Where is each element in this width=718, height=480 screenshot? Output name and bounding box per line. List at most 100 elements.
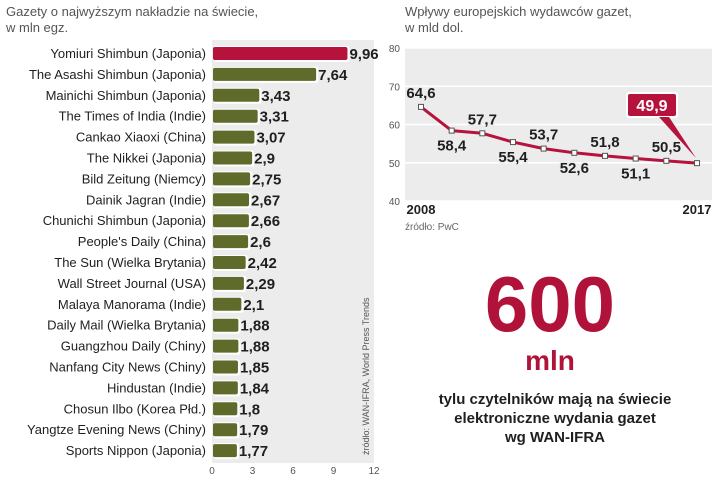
- bar-category-label: Chunichi Shimbun (Japonia): [43, 213, 206, 228]
- last-value-pointer: [659, 117, 696, 159]
- bar-category-label: The Nikkei (Japonia): [87, 151, 206, 166]
- bar: [213, 444, 237, 458]
- data-point: [602, 152, 608, 159]
- bar-category-label: Dainik Jagran (Indie): [86, 192, 206, 207]
- bar-category-label: Yangtze Evening News (Chiny): [27, 422, 206, 437]
- bar: [213, 256, 246, 269]
- caption-line-3: wg WAN-IFRA: [505, 429, 605, 446]
- bar-category-label: Sports Nippon (Japonia): [66, 443, 206, 458]
- bar: [213, 88, 260, 102]
- bar-value-label: 1,88: [240, 318, 269, 335]
- bar: [213, 214, 249, 228]
- data-point: [510, 139, 516, 146]
- line-chart-title-line: Wpływy europejskich wydawców gazet,: [405, 4, 632, 19]
- bar-value-label: 2,66: [251, 213, 280, 230]
- bar-chart-source: źródło: WAN-IFRA, World Press Trends: [361, 297, 371, 455]
- line-value-label: 52,6: [560, 160, 589, 177]
- bar-value-label: 1,8: [239, 401, 260, 418]
- line-value-label: 64,6: [406, 85, 435, 102]
- line-value-label: 50,5: [652, 139, 681, 156]
- bar-category-label: Wall Street Journal (USA): [58, 276, 206, 291]
- bar: [213, 276, 244, 290]
- line-chart-title: Wpływy europejskich wydawców gazet, w ml…: [405, 4, 705, 36]
- bar: [213, 339, 239, 353]
- bar-value-label: 3,31: [260, 109, 289, 126]
- bar-category-label: Chosun Ilbo (Korea Płd.): [64, 401, 206, 416]
- bar: [213, 381, 238, 395]
- y-tick-label: 80: [389, 44, 401, 55]
- data-point: [418, 103, 424, 110]
- bar-value-label: 2,1: [243, 297, 264, 314]
- x-tick-label: 0: [209, 466, 215, 477]
- bar-category-label: Hindustan (Indie): [107, 380, 206, 395]
- bar-category-label: The Asashi Shimbun (Japonia): [29, 67, 206, 82]
- bar: [213, 172, 251, 186]
- series-line: [420, 105, 698, 165]
- line-value-label: 51,1: [621, 166, 650, 183]
- data-point: [571, 149, 578, 156]
- bar-category-label: People's Daily (China): [78, 234, 206, 249]
- y-tick-label: 40: [389, 197, 401, 208]
- bar-value-label: 2,67: [251, 192, 280, 209]
- bar-chart-title-line: Gazety o najwyższym nakładzie na świecie…: [6, 4, 259, 19]
- line-value-label: 58,4: [437, 138, 467, 155]
- x-tick-label: 9: [331, 466, 337, 477]
- bar-value-label: 1,85: [240, 360, 269, 377]
- bar: [213, 235, 249, 249]
- bar-value-label: 2,75: [252, 171, 281, 188]
- bar-category-label: Daily Mail (Wielka Brytania): [47, 318, 206, 333]
- y-tick-label: 60: [389, 121, 401, 132]
- line-value-label: 49,9: [636, 98, 667, 115]
- readers-unit: mln: [525, 345, 575, 376]
- bar-category-label: Guangzhou Daily (Chiny): [61, 339, 206, 354]
- bar-value-label: 1,84: [240, 380, 270, 397]
- bar: [213, 151, 253, 165]
- data-point: [694, 160, 700, 167]
- bar-category-label: Mainichi Shimbun (Japonia): [46, 88, 206, 103]
- bar: [213, 297, 242, 311]
- bar-value-label: 1,79: [239, 422, 268, 439]
- x-tick-label: 2017: [683, 202, 712, 217]
- bar: [213, 109, 258, 123]
- y-tick-label: 70: [389, 82, 401, 93]
- bar: [213, 47, 348, 60]
- bar: [213, 67, 317, 81]
- bar-category-label: Yomiuri Shimbun (Japonia): [50, 46, 206, 61]
- bar-value-label: 2,42: [248, 255, 277, 272]
- line-value-label: 53,7: [529, 127, 558, 144]
- bar-value-label: 7,64: [318, 67, 348, 84]
- data-point: [540, 145, 547, 152]
- x-tick-label: 2008: [407, 202, 436, 217]
- bar-chart-title: Gazety o najwyższym nakładzie na świecie…: [6, 4, 306, 36]
- line-chart-subtitle: w mld dol.: [405, 20, 464, 35]
- bar-value-label: 1,77: [239, 443, 268, 460]
- line-value-label: 57,7: [468, 111, 497, 128]
- bar-chart: 0 3 6 9 12 Yomiuri Shimbun (Japonia) 9,96 The A…: [27, 40, 380, 477]
- bar: [213, 193, 250, 207]
- bar: [213, 318, 239, 332]
- bar-value-label: 2,9: [254, 151, 275, 168]
- y-tick-label: 50: [389, 159, 401, 170]
- caption-line-2: elektroniczne wydania gazet: [454, 410, 656, 427]
- data-point: [479, 130, 486, 137]
- data-point: [663, 157, 670, 164]
- bar-category-label: Malaya Manorama (Indie): [58, 297, 206, 312]
- readers-caption: tylu czytelników mają na świecie elektro…: [400, 390, 710, 447]
- data-point: [448, 127, 455, 134]
- x-tick-label: 12: [368, 466, 380, 477]
- bar-value-label: 3,43: [261, 88, 290, 105]
- bar: [213, 130, 255, 144]
- line-value-label: 51,8: [590, 134, 619, 151]
- x-tick-label: 3: [250, 466, 256, 477]
- caption-line-1: tylu czytelników mają na świecie: [438, 391, 672, 408]
- bar: [213, 360, 238, 374]
- line-chart-source: źródło: PwC: [405, 222, 459, 233]
- bar-value-label: 9,96: [349, 46, 378, 63]
- readers-number: 600: [484, 260, 616, 348]
- bar-category-label: Cankao Xiaoxi (China): [76, 130, 206, 145]
- bar-chart-subtitle: w mln egz.: [6, 20, 69, 35]
- bar-value-label: 1,88: [240, 339, 269, 356]
- data-point: [632, 155, 639, 162]
- line-chart: 40 50 60 70 80 64,6 58,457,7 55,453,752,651,851…: [389, 44, 712, 217]
- bar: [213, 402, 238, 416]
